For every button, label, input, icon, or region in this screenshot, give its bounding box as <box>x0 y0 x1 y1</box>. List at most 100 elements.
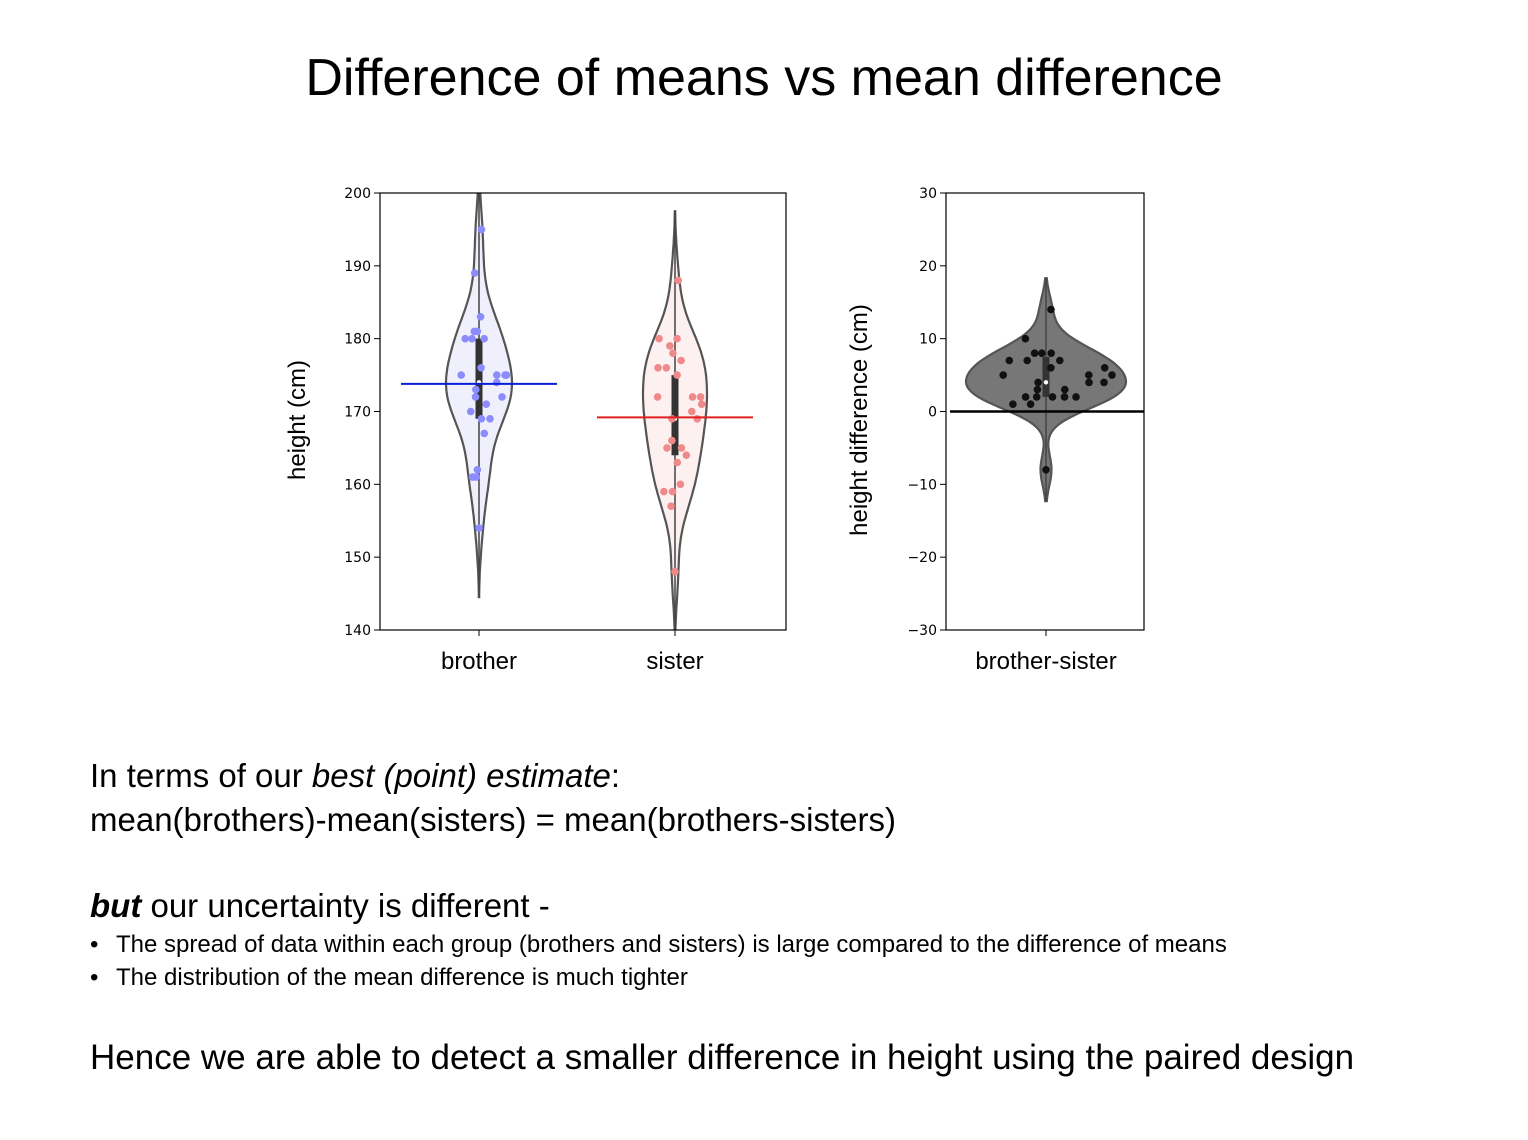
data-point <box>1005 356 1014 365</box>
data-point <box>466 407 475 416</box>
data-point <box>475 524 483 532</box>
y-tick-label: 140 <box>344 623 371 639</box>
bullet-item: The distribution of the mean difference … <box>90 961 1227 994</box>
data-point <box>674 276 682 285</box>
data-point <box>1030 349 1039 358</box>
data-point <box>471 393 480 401</box>
x-tick-label: sister <box>646 648 703 675</box>
data-point <box>1056 356 1064 365</box>
data-point <box>669 349 677 358</box>
y-tick-label: 150 <box>344 550 371 566</box>
plot-area <box>401 193 753 630</box>
y-tick-label: 0 <box>928 405 937 421</box>
data-point <box>1026 400 1035 409</box>
conclusion-text: Hence we are able to detect a smaller di… <box>90 1038 1355 1077</box>
data-point <box>662 364 671 372</box>
data-point <box>653 393 662 401</box>
data-point <box>660 487 668 496</box>
data-point <box>688 407 696 416</box>
data-point <box>482 400 491 409</box>
data-point <box>1108 371 1116 379</box>
data-point <box>696 393 705 401</box>
data-point <box>1060 393 1069 401</box>
data-point <box>668 436 676 445</box>
uncertainty-heading: but our uncertainty is different - <box>90 884 550 928</box>
data-point <box>1032 393 1041 401</box>
data-point <box>1033 385 1042 394</box>
bullet-list: The spread of data within each group (br… <box>90 928 1227 994</box>
data-point <box>461 334 470 343</box>
data-point <box>1085 378 1093 387</box>
data-point <box>1038 349 1046 358</box>
data-point <box>673 371 681 379</box>
x-tick-label: brother <box>441 648 517 675</box>
data-point <box>654 364 662 372</box>
estimate-suffix: : <box>610 757 621 794</box>
data-point <box>1047 349 1055 358</box>
y-tick-label: 160 <box>344 477 371 493</box>
data-point <box>999 371 1007 379</box>
y-tick-label: 30 <box>919 186 937 202</box>
estimate-italic: best (point) estimate <box>311 757 611 794</box>
data-point <box>1085 371 1093 379</box>
y-axis-label: height difference (cm) <box>846 304 873 536</box>
y-tick-label: 200 <box>344 186 371 202</box>
chart-panel-1: 140 150 160 170 180 190 200 height (cm) brother s… <box>284 186 787 675</box>
bullet-item: The spread of data within each group (br… <box>90 928 1227 961</box>
x-tick-label: brother-sister <box>975 648 1116 675</box>
estimate-prefix: In terms of our <box>90 757 312 794</box>
y-tick-label: 170 <box>344 405 371 421</box>
data-point <box>480 334 489 343</box>
data-point <box>477 415 486 423</box>
data-point <box>1047 305 1055 314</box>
data-point <box>1009 400 1017 409</box>
plot-frame <box>379 192 787 631</box>
data-point <box>677 444 686 452</box>
data-point <box>668 487 677 496</box>
y-tick-label: −30 <box>907 623 937 639</box>
data-point <box>1042 466 1050 474</box>
data-point <box>498 393 506 401</box>
data-point <box>655 334 663 343</box>
data-point <box>693 415 701 423</box>
slide-title: Difference of means vs mean difference <box>305 49 1223 107</box>
y-tick-label: 20 <box>919 259 937 275</box>
data-point <box>697 400 706 409</box>
data-point <box>676 480 685 489</box>
data-point <box>671 567 679 576</box>
data-point <box>1100 364 1109 372</box>
data-point <box>472 385 480 394</box>
data-point <box>457 371 466 379</box>
data-point <box>1100 378 1108 387</box>
data-point <box>1023 356 1031 365</box>
y-tick-label: 190 <box>344 259 371 275</box>
y-tick-label: −20 <box>907 550 937 566</box>
point-estimate-text: In terms of our best (point) estimate: m… <box>90 754 896 842</box>
y-axis-label: height (cm) <box>284 360 311 480</box>
data-point <box>473 466 482 474</box>
violin-median-marker <box>1043 380 1049 385</box>
data-point <box>682 451 691 460</box>
data-point <box>667 502 675 511</box>
chart-panel-2: −30 −20 −10 0 10 20 30 height difference (cm) br… <box>846 186 1145 675</box>
data-point <box>492 378 501 387</box>
data-point <box>493 371 501 379</box>
data-point <box>1034 378 1042 387</box>
data-point <box>688 393 697 401</box>
plot-frame <box>945 192 1145 631</box>
data-point <box>477 225 486 234</box>
data-point <box>1072 393 1080 401</box>
data-point <box>673 458 682 467</box>
data-point <box>663 444 671 452</box>
data-point <box>468 334 476 343</box>
data-point <box>480 429 489 438</box>
data-point <box>666 342 674 350</box>
data-point <box>1048 393 1057 401</box>
data-point <box>1047 364 1055 372</box>
equation: mean(brothers)-mean(sisters) = mean(brot… <box>90 801 896 838</box>
y-tick-label: 180 <box>344 332 371 348</box>
data-point <box>486 415 494 423</box>
data-point <box>473 327 482 336</box>
data-point <box>668 415 676 423</box>
